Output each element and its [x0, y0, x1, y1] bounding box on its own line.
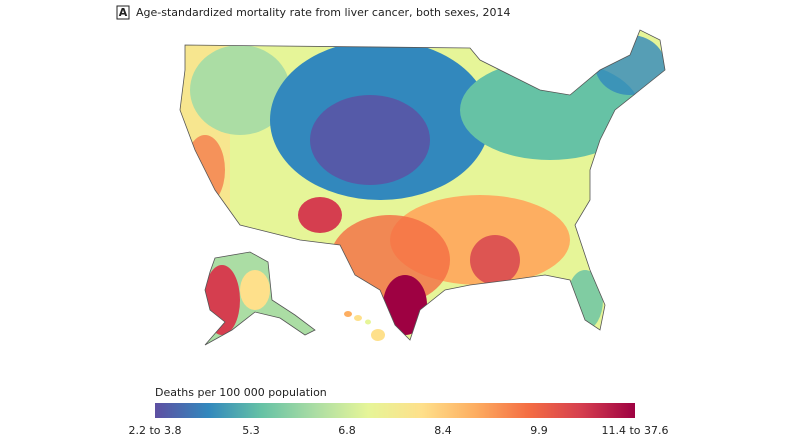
- alaska: [205, 252, 315, 345]
- legend-label: 8.4: [434, 424, 452, 437]
- legend-label: 9.9: [530, 424, 548, 437]
- alaska-outline: [204, 251, 316, 346]
- legend-label: 6.8: [338, 424, 356, 437]
- panel-box: [116, 5, 130, 20]
- map-title: Age-standardized mortality rate from liv…: [136, 6, 510, 19]
- legend-title: Deaths per 100 000 population: [155, 386, 327, 399]
- legend-label: 11.4 to 37.6: [601, 424, 668, 437]
- legend-colorbar: [155, 403, 635, 418]
- legend-label: 2.2 to 3.8: [128, 424, 181, 437]
- legend-label: 5.3: [242, 424, 260, 437]
- panel-label: A: [119, 6, 128, 19]
- hawaii: [344, 311, 385, 341]
- us-outline: [179, 29, 666, 341]
